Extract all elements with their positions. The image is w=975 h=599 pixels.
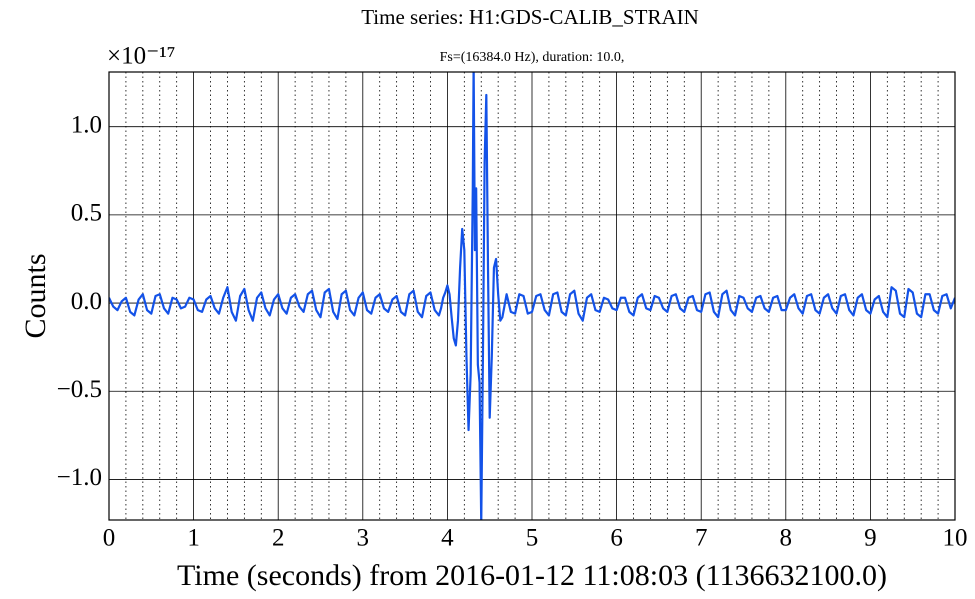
x-tick-label: 8: [780, 525, 793, 552]
plot-frame: [108, 71, 956, 521]
x-tick-label: 2: [272, 525, 285, 552]
y-tick-label: 1.0: [71, 111, 102, 138]
y-axis-label: Counts: [19, 253, 52, 338]
x-tick-label: 9: [864, 525, 877, 552]
x-tick-label: 3: [357, 525, 370, 552]
x-tick-label: 6: [610, 525, 623, 552]
y-tick-label: −0.5: [57, 376, 102, 403]
x-tick-label: 1: [187, 525, 200, 552]
x-tick-label: 5: [526, 525, 539, 552]
x-tick-label: 7: [695, 525, 708, 552]
x-tick-label: 4: [441, 525, 454, 552]
y-offset-label: ×10⁻¹⁷: [107, 43, 176, 70]
y-tick-label: 0.0: [71, 288, 102, 315]
chart-subtitle: Fs=(16384.0 Hz), duration: 10.0,: [440, 50, 625, 65]
y-tick-label: 0.5: [71, 200, 102, 227]
plot-area: [109, 72, 955, 520]
chart-title: Time series: H1:GDS-CALIB_STRAIN: [361, 5, 699, 29]
x-tick-label: 0: [103, 525, 116, 552]
x-tick-label: 10: [943, 525, 968, 552]
series-line: [109, 72, 955, 520]
x-axis-label: Time (seconds) from 2016-01-12 11:08:03 …: [177, 559, 887, 592]
y-tick-label: −1.0: [57, 464, 102, 491]
